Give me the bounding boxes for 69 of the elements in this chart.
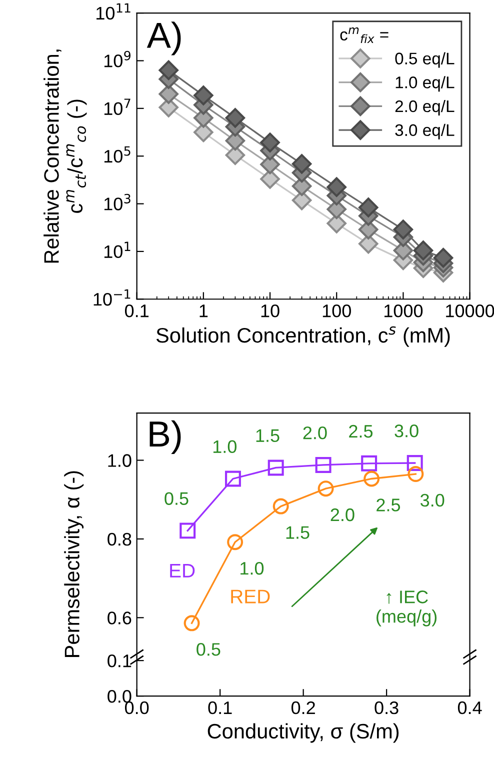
y-tick-label: 0.0	[108, 690, 132, 703]
point	[224, 470, 241, 487]
annotation: 0.5	[196, 643, 220, 656]
x-tick-label: 0.3	[374, 701, 398, 714]
legend-label: 1.0 eq/L	[396, 76, 454, 92]
annotation: 1.0	[213, 440, 236, 454]
point	[408, 466, 424, 482]
point	[326, 177, 346, 197]
y-axis-title: Relative Concentration, c$^{m}$$_{ct}$/c$^{m}$$_{co}$ (-)	[44, 50, 87, 263]
point	[406, 455, 423, 471]
point	[225, 108, 246, 128]
x-tick-label: 10000	[446, 304, 494, 318]
x-tick-label: 1000	[384, 304, 423, 318]
point	[158, 60, 178, 80]
x-axis-title: Conductivity, σ (S/m)	[208, 723, 399, 743]
annotation: A)	[146, 22, 181, 56]
annotation: 1.0	[240, 562, 264, 575]
annotation: 2.0	[330, 508, 354, 522]
x-axis-title: Solution Concentration, c$^{s}$ (mM)	[156, 326, 450, 347]
legend-label: 0.5 eq/L	[395, 52, 454, 68]
x-tick-label: 0.1	[124, 304, 149, 318]
point	[227, 534, 244, 550]
point	[315, 456, 332, 473]
y-tick-label: 0.8	[108, 532, 132, 546]
annotation: 2.5	[349, 424, 373, 438]
legend-label: 2.0 eq/L	[395, 100, 454, 116]
point	[260, 132, 280, 152]
y-tick-label: 10$^{3}$	[104, 194, 130, 210]
y-tick-label: 10$^{1}$	[104, 242, 130, 258]
point	[318, 480, 334, 497]
annotation: 1.5	[256, 429, 280, 442]
y-tick-label: 0.1	[108, 654, 132, 668]
series-label: ED	[170, 564, 195, 578]
series-label: RED	[231, 590, 270, 604]
annotation: B)	[150, 420, 181, 454]
y-axis-title: Permselectivity, α (-)	[64, 471, 84, 657]
point	[358, 198, 378, 218]
y-tick-label: 10$^{7}$	[104, 98, 130, 115]
y-tick-label: 10$^{9}$	[104, 50, 130, 68]
point	[361, 455, 378, 472]
point	[272, 498, 289, 514]
y-tick-label: 10$^{5}$	[104, 146, 130, 163]
y-tick-label: 0.6	[108, 612, 132, 624]
annotation: 2.0	[303, 426, 327, 440]
y-tick-label: 1.0	[108, 454, 132, 467]
point	[180, 522, 196, 539]
point	[184, 615, 200, 632]
annotation: 1.5	[286, 526, 310, 539]
point	[194, 86, 214, 106]
x-tick-label: 0.2	[291, 701, 315, 714]
legend-label: 3.0 eq/L	[395, 124, 454, 140]
annotation: 3.0	[394, 424, 418, 438]
annotation: 2.5	[376, 498, 400, 512]
point	[268, 460, 284, 476]
x-tick-label: 1	[200, 304, 208, 318]
point	[292, 154, 312, 174]
x-tick-label: 10	[261, 304, 280, 318]
x-tick-label: 0.0	[124, 701, 149, 714]
point	[393, 220, 414, 240]
x-tick-label: 0.4	[458, 701, 482, 714]
annotation: 3.0	[420, 494, 444, 507]
legend-title: c$^{m}$$_{fix}$ =	[340, 27, 388, 44]
x-tick-label: 100	[322, 304, 351, 318]
x-tick-label: 0.1	[208, 701, 232, 714]
y-tick-label: 10$^{−1}$	[94, 289, 130, 306]
point	[364, 470, 380, 487]
annotation: ↑ IEC (meq/g)	[376, 590, 437, 626]
annotation: 0.5	[164, 492, 188, 505]
y-tick-label: 10$^{11}$	[96, 3, 130, 20]
